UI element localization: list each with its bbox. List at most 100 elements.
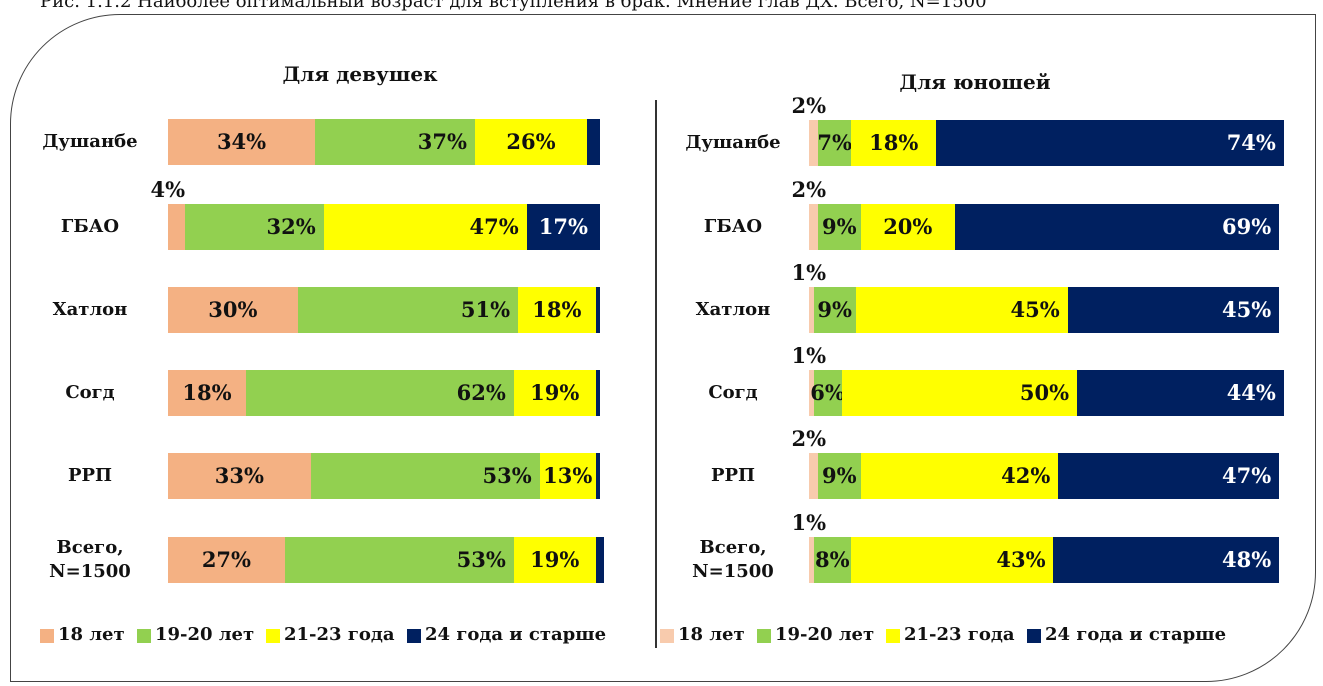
bar-segment: [809, 204, 819, 250]
bar-segment: [954, 204, 1279, 250]
legend-swatch: [886, 629, 900, 643]
bar-segment: [284, 537, 514, 583]
frame: [10, 14, 1316, 682]
bar-segment: [818, 120, 852, 166]
legend-swatch: [1027, 629, 1041, 643]
value-label: 7%: [817, 130, 852, 155]
bar-segment: [856, 287, 1068, 333]
value-label: 13%: [543, 463, 593, 488]
value-label: 1%: [602, 463, 637, 488]
value-label: 9%: [817, 297, 852, 322]
value-label: 19%: [530, 380, 580, 405]
value-label: 33%: [214, 463, 264, 488]
bar-segment: [513, 370, 596, 416]
legend-swatch: [40, 629, 54, 643]
bar-segment: [595, 287, 600, 333]
bar-segment: [310, 453, 540, 499]
bar-segment: [1053, 537, 1279, 583]
legend-swatch: [137, 629, 151, 643]
bar-segment: [323, 204, 527, 250]
value-label: 45%: [1010, 297, 1060, 322]
value-label: 51%: [460, 297, 511, 322]
bar-segment: [818, 204, 861, 250]
bar-segment: [809, 287, 814, 333]
value-label: 6%: [810, 380, 845, 405]
value-label: 18%: [182, 380, 232, 405]
legend-swatch: [757, 629, 771, 643]
bar-segment: [851, 537, 1054, 583]
value-label: 9%: [822, 214, 857, 239]
legend-label: 21-23 года: [284, 624, 395, 645]
bar-segment: [809, 453, 819, 499]
legend-swatch: [407, 629, 421, 643]
value-label: 1%: [791, 343, 827, 368]
bar-segment: [168, 287, 298, 333]
bar-segment: [513, 537, 596, 583]
bar-segment: [1067, 287, 1279, 333]
value-label: 37%: [417, 129, 467, 154]
value-label: 74%: [1226, 130, 1276, 155]
value-label: 18%: [869, 130, 919, 155]
category-label: Всего, N=1500: [49, 537, 131, 582]
bar-segment: [809, 370, 814, 416]
bar-segment: [860, 453, 1059, 499]
bar-segment: [595, 453, 600, 499]
bar-segment: [168, 453, 311, 499]
divider: [655, 100, 657, 648]
bar-segment: [168, 119, 315, 165]
bar-segment: [297, 287, 518, 333]
value-label: 4%: [150, 177, 186, 202]
value-label: 32%: [266, 214, 316, 239]
legend-label: 18 лет: [58, 624, 125, 645]
legend-label: 24 года и старше: [425, 624, 607, 645]
bar-segment: [809, 537, 814, 583]
bar-segment: [1076, 370, 1284, 416]
legend-label: 24 года и старше: [1045, 624, 1227, 645]
bar-segment: [185, 204, 324, 250]
legend-swatch: [266, 629, 280, 643]
bar-segment: [474, 119, 588, 165]
category-label: Хатлон: [695, 299, 771, 320]
value-label: 53%: [456, 547, 506, 572]
value-label: 1%: [791, 510, 827, 535]
bar-segment: [1058, 453, 1279, 499]
chart-title: Для юношей: [899, 70, 1051, 94]
value-label: 9%: [822, 463, 857, 488]
value-label: 2%: [791, 93, 827, 118]
chart-title: Для девушек: [282, 62, 438, 86]
value-label: 2%: [606, 547, 641, 572]
bar-segment: [813, 537, 852, 583]
category-label: Согд: [708, 382, 758, 403]
bar-segment: [245, 370, 514, 416]
value-label: 1%: [602, 297, 637, 322]
bar-segment: [809, 120, 819, 166]
value-label: 30%: [208, 297, 258, 322]
bar-segment: [587, 119, 600, 165]
category-label: ГБАО: [703, 216, 763, 237]
value-label: 18%: [532, 297, 582, 322]
value-label: 2%: [791, 177, 827, 202]
value-label: 47%: [469, 214, 519, 239]
bar-segment: [841, 370, 1077, 416]
value-label: 20%: [883, 214, 933, 239]
value-label: 62%: [456, 380, 506, 405]
value-label: 2%: [791, 426, 827, 451]
value-label: 26%: [506, 129, 556, 154]
value-label: 53%: [482, 463, 532, 488]
legend-label: 19-20 лет: [155, 624, 255, 645]
category-label: Душанбе: [42, 131, 138, 152]
value-label: 34%: [216, 129, 267, 154]
category-label: Всего, N=1500: [692, 537, 774, 582]
value-label: 8%: [815, 547, 850, 572]
legend-label: 19-20 лет: [775, 624, 875, 645]
category-label: Хатлон: [52, 299, 128, 320]
bar-segment: [168, 537, 285, 583]
value-label: 3%: [602, 129, 637, 154]
value-label: 48%: [1222, 547, 1272, 572]
value-label: 1%: [602, 380, 637, 405]
bar-segment: [818, 453, 861, 499]
bar-segment: [851, 120, 936, 166]
value-label: 19%: [530, 547, 580, 572]
value-label: 1%: [791, 260, 827, 285]
value-label: 69%: [1222, 214, 1272, 239]
